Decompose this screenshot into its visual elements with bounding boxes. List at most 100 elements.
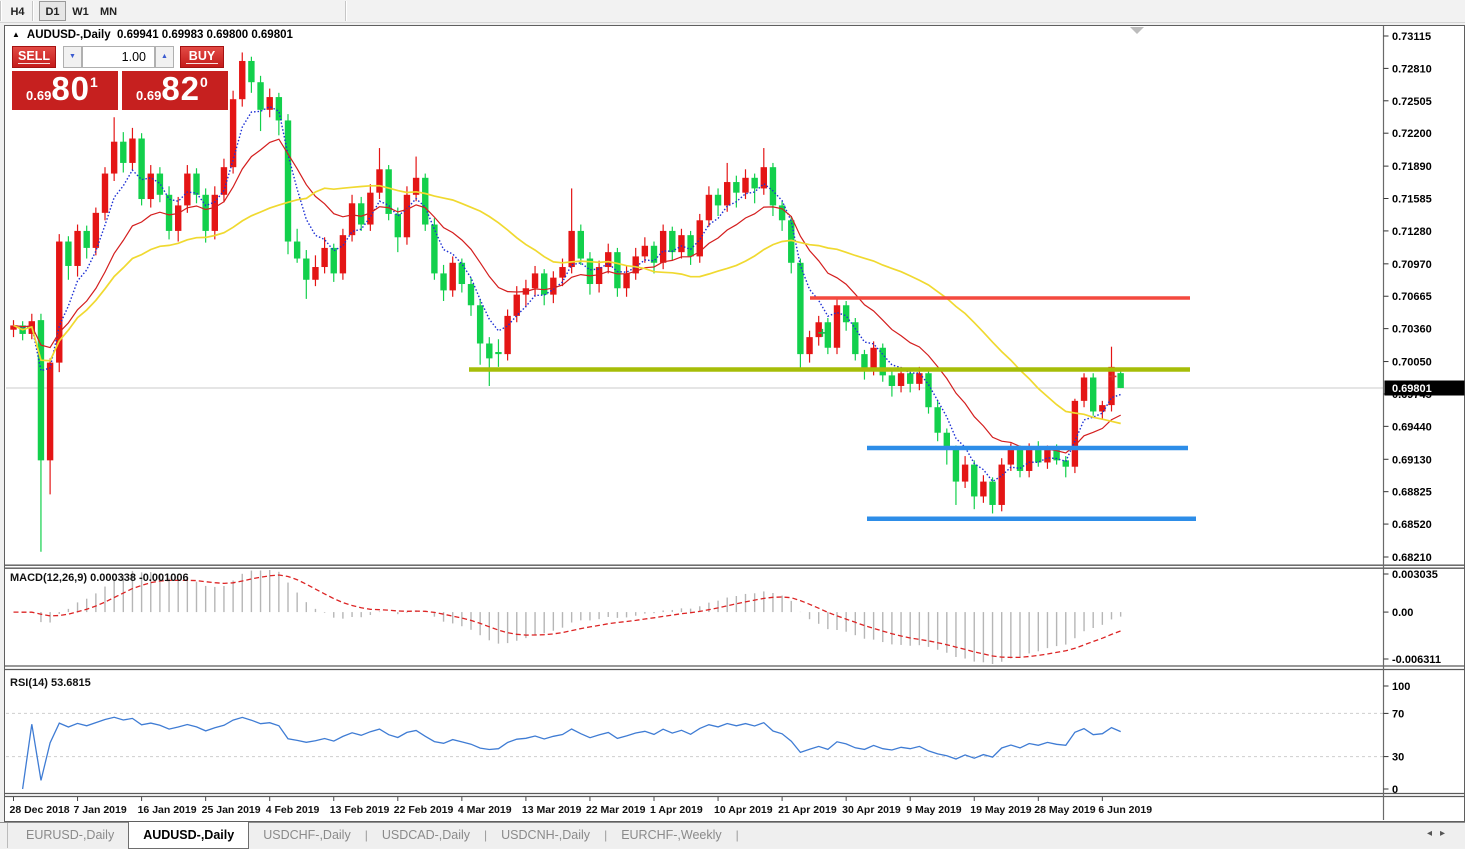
svg-text:0.73115: 0.73115 (1392, 31, 1431, 43)
toolbar-separator (345, 1, 347, 21)
timeframe-button-d1[interactable]: D1 (39, 1, 66, 21)
svg-text:7 Jan 2019: 7 Jan 2019 (74, 804, 127, 816)
volume-decrease-button[interactable]: ▼ (63, 46, 82, 68)
slow-ma-line (13, 184, 1121, 425)
one-click-trading-panel: SELL ▼ ▲ BUY 0.69801 0.69820 (12, 46, 236, 110)
svg-text:0.70665: 0.70665 (1392, 291, 1432, 303)
mid-ma-line (13, 138, 1121, 454)
buy-price-big: 82 (161, 71, 201, 107)
tab-scroll-left-icon: ◂ (1426, 828, 1440, 839)
svg-text:10 Apr 2019: 10 Apr 2019 (714, 804, 773, 816)
svg-text:0.68825: 0.68825 (1392, 487, 1432, 499)
buy-price-small: 0.69 (136, 88, 162, 103)
chart-window (4, 25, 1465, 822)
svg-text:0.00: 0.00 (1392, 607, 1413, 619)
toolbar-grip (0, 1, 2, 21)
svg-text:0.69130: 0.69130 (1392, 454, 1432, 466)
svg-text:0.69801: 0.69801 (1392, 383, 1432, 395)
tab-scroll-right-icon: ▸ (1439, 828, 1453, 839)
sell-price-box[interactable]: 0.69801 (12, 71, 118, 110)
timeframe-button-mn[interactable]: MN (99, 6, 118, 18)
fast-ma-line (13, 105, 1121, 483)
svg-text:0.68210: 0.68210 (1392, 552, 1432, 564)
volume-increase-button[interactable]: ▲ (155, 46, 174, 68)
volume-input[interactable] (82, 46, 155, 68)
macd-axis: 0.003035 0.00 -0.006311 (1383, 569, 1441, 666)
price-axis[interactable]: 0.73115 0.72810 0.72505 0.72200 0.71890 0.715… (1383, 31, 1465, 564)
sell-button[interactable]: SELL (12, 46, 56, 68)
svg-text:0.72810: 0.72810 (1392, 63, 1432, 75)
chart-tab-bar: EURUSD-,Daily AUDUSD-,Daily USDCHF-,Daily |… (0, 822, 1465, 849)
rsi-panel[interactable] (6, 712, 1383, 790)
main-price-panel[interactable] (6, 52, 1383, 552)
sell-price-big: 80 (51, 71, 91, 107)
time-axis[interactable]: 28 Dec 2018 7 Jan 2019 16 Jan 2019 25 Jan 2… (10, 797, 1153, 816)
candlesticks-layer (10, 52, 1124, 552)
svg-text:100: 100 (1392, 681, 1410, 693)
macd-panel[interactable] (13, 570, 1122, 664)
buy-price-sup: 0 (200, 74, 208, 90)
svg-text:30: 30 (1392, 752, 1404, 764)
tab-separator: | (484, 828, 488, 842)
tab-scroll-arrows[interactable]: ◂▸ (1427, 828, 1453, 839)
svg-text:0.71280: 0.71280 (1392, 226, 1432, 238)
svg-text:-0.006311: -0.006311 (1392, 654, 1441, 666)
chart-tab-eurchf[interactable]: EURCHF-,Weekly (621, 828, 722, 842)
sell-price-sup: 1 (90, 74, 98, 90)
rsi-label: RSI(14) 53.6815 (10, 677, 91, 689)
svg-text:0.70050: 0.70050 (1392, 357, 1432, 369)
svg-text:1 Apr 2019: 1 Apr 2019 (650, 804, 703, 816)
buy-price-box[interactable]: 0.69820 (122, 71, 228, 110)
toolbar-separator (32, 1, 34, 21)
rsi-axis: 100 70 30 0 (1383, 681, 1410, 796)
chart-tab-eurusd[interactable]: EURUSD-,Daily (26, 828, 115, 842)
svg-text:9 May 2019: 9 May 2019 (906, 804, 962, 816)
svg-text:13 Mar 2019: 13 Mar 2019 (522, 804, 582, 816)
timeframe-button-h4[interactable]: H4 (10, 6, 25, 18)
svg-text:25 Jan 2019: 25 Jan 2019 (202, 804, 261, 816)
macd-signal-line (13, 574, 1121, 659)
chart-title: ▲ AUDUSD-,Daily 0.69941 0.69983 0.69800 0… (12, 29, 293, 41)
chart-symbol-label: AUDUSD-,Daily (26, 29, 111, 41)
svg-text:19 May 2019: 19 May 2019 (970, 804, 1031, 816)
tab-separator: | (735, 828, 739, 842)
svg-text:22 Mar 2019: 22 Mar 2019 (586, 804, 646, 816)
chart-tab-usdchf[interactable]: USDCHF-,Daily (263, 828, 351, 842)
svg-text:21 Apr 2019: 21 Apr 2019 (778, 804, 837, 816)
svg-text:16 Jan 2019: 16 Jan 2019 (138, 804, 197, 816)
tab-separator: | (364, 828, 368, 842)
svg-text:6 Jun 2019: 6 Jun 2019 (1098, 804, 1152, 816)
svg-text:13 Feb 2019: 13 Feb 2019 (330, 804, 390, 816)
macd-label: MACD(12,26,9) 0.000338 -0.001006 (10, 572, 189, 584)
svg-text:0.71890: 0.71890 (1392, 161, 1432, 173)
svg-text:0.72505: 0.72505 (1392, 96, 1432, 108)
collapse-panel-icon[interactable]: ▲ (12, 30, 20, 39)
periodicity-toolbar: H4 D1 W1 MN (0, 0, 1465, 23)
current-price-tag (1384, 380, 1465, 396)
rsi-line (21, 716, 1121, 790)
svg-text:0.003035: 0.003035 (1392, 569, 1438, 581)
svg-text:0.69440: 0.69440 (1392, 421, 1432, 433)
svg-text:28 Dec 2018: 28 Dec 2018 (10, 804, 70, 816)
svg-text:0.70970: 0.70970 (1392, 259, 1432, 271)
svg-text:0.70360: 0.70360 (1392, 324, 1432, 336)
svg-text:0.72200: 0.72200 (1392, 128, 1432, 140)
sell-price-small: 0.69 (26, 88, 52, 103)
buy-button[interactable]: BUY (180, 46, 224, 68)
tab-separator: | (604, 828, 608, 842)
timeframe-button-w1[interactable]: W1 (72, 6, 89, 18)
plus-marker (1108, 372, 1117, 381)
svg-text:30 Apr 2019: 30 Apr 2019 (842, 804, 901, 816)
chart-tab-audusd[interactable]: AUDUSD-,Daily (128, 822, 250, 849)
svg-text:22 Feb 2019: 22 Feb 2019 (394, 804, 454, 816)
svg-text:0.68520: 0.68520 (1392, 519, 1432, 531)
chart-tab-usdcnh[interactable]: USDCNH-,Daily (501, 828, 591, 842)
chart-tab-usdcad[interactable]: USDCAD-,Daily (381, 828, 471, 842)
plus-marker (818, 328, 827, 337)
svg-text:28 May 2019: 28 May 2019 (1034, 804, 1095, 816)
svg-text:0: 0 (1392, 784, 1398, 796)
chart-shift-marker-icon[interactable] (1130, 27, 1144, 34)
chart-ohlc-values: 0.69941 0.69983 0.69800 0.69801 (117, 29, 293, 41)
svg-text:0.71585: 0.71585 (1392, 194, 1432, 206)
